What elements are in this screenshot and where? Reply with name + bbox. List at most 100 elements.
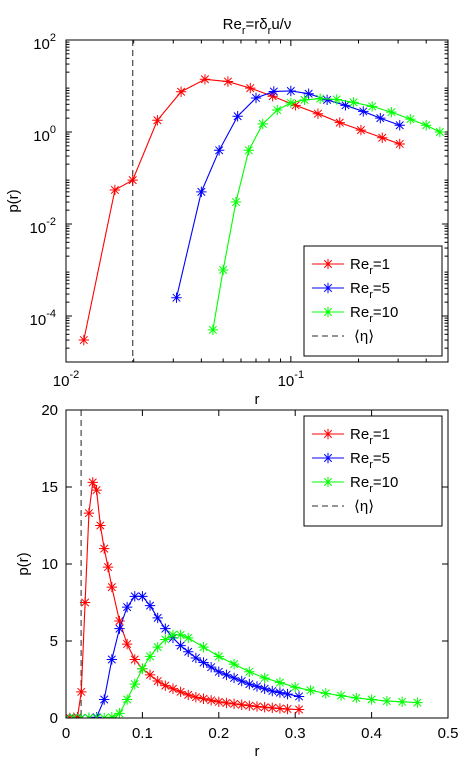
data-point	[190, 692, 202, 703]
legend-swatch-marker	[322, 258, 334, 270]
data-point	[114, 615, 125, 627]
legend-label-main: Re	[350, 450, 369, 467]
data-point	[228, 658, 240, 670]
data-point	[377, 132, 388, 143]
data-point	[394, 138, 405, 150]
data-point	[137, 663, 148, 674]
data-point	[381, 695, 393, 707]
data-point	[257, 118, 268, 130]
data-point	[340, 100, 351, 111]
legend-label: Rer=10	[350, 474, 398, 495]
y-axis-label: p(r)	[5, 189, 22, 212]
tick-base: 10	[33, 128, 50, 145]
y-tick-label: 100	[33, 124, 56, 145]
data-point	[232, 111, 243, 122]
data-point	[213, 666, 224, 677]
legend-label-sub: r	[369, 265, 373, 277]
x-axis-label: r	[255, 743, 260, 760]
series-group	[78, 74, 446, 346]
data-point	[259, 702, 270, 713]
data-point	[305, 685, 316, 696]
legend-label-tail: =5	[373, 450, 390, 467]
legend-label-tail: =5	[373, 280, 390, 297]
data-point	[228, 698, 240, 710]
data-point	[114, 708, 125, 718]
legend-label: Rer=5	[350, 280, 390, 301]
data-point	[183, 689, 194, 701]
legend-label: Rer=5	[350, 450, 390, 471]
data-point	[213, 696, 224, 708]
data-point	[121, 601, 133, 613]
data-point	[355, 124, 367, 136]
x-tick-label: 0.3	[285, 725, 306, 742]
legend-label: Rer=10	[350, 304, 398, 325]
data-point	[175, 686, 186, 698]
data-point	[394, 120, 405, 131]
data-point	[171, 292, 182, 303]
data-point	[109, 184, 121, 196]
data-point	[244, 700, 255, 711]
legend-label-main: Re	[350, 474, 369, 491]
tick-exponent: -1	[294, 369, 304, 381]
tick-base: 10	[30, 220, 47, 237]
data-point	[321, 94, 333, 106]
series-line-re10	[212, 98, 441, 330]
legend-label-main: Re	[350, 426, 369, 443]
x-tick-label: 0	[62, 725, 70, 742]
legend-label-tail: =1	[373, 256, 390, 273]
data-point	[198, 693, 209, 704]
data-point	[421, 120, 432, 131]
data-point	[312, 108, 324, 119]
data-point	[129, 678, 140, 690]
tick-base: 10	[278, 373, 295, 390]
data-point	[290, 100, 301, 111]
data-point	[314, 93, 326, 104]
y-tick-label: 102	[33, 32, 56, 53]
data-point	[366, 694, 377, 705]
data-point	[267, 685, 278, 697]
x-tick-label: 0.5	[438, 725, 459, 742]
data-point	[196, 186, 207, 198]
data-point	[386, 106, 397, 118]
data-point	[331, 94, 342, 105]
title-subscript: r	[268, 25, 272, 37]
tick-exponent: 0	[50, 124, 56, 136]
x-tick-label: 10-2	[53, 369, 79, 390]
data-point	[434, 126, 446, 138]
data-point	[106, 654, 118, 665]
log-log-chart: 10-2 10-110-410-2100102rp(r)Rer=rδru/νRer…	[5, 16, 449, 408]
title-subscript: r	[242, 25, 246, 37]
data-point	[114, 623, 125, 634]
data-point	[274, 687, 286, 698]
data-point	[217, 264, 229, 276]
data-point	[230, 196, 242, 208]
y-tick-label: 0	[50, 710, 58, 727]
data-point	[274, 677, 286, 688]
data-point	[285, 85, 297, 97]
x-tick-label: 10-1	[278, 369, 304, 390]
legend-label-tail: =10	[373, 474, 398, 491]
data-point	[293, 704, 305, 715]
data-point	[91, 484, 102, 496]
legend-swatch-marker	[322, 282, 334, 294]
data-point	[167, 629, 179, 641]
legend-label-main: Re	[350, 280, 369, 297]
tick-base: 10	[33, 36, 50, 53]
data-point	[205, 661, 217, 673]
x-axis-label: r	[255, 391, 260, 408]
legend-label-sub: r	[369, 435, 373, 447]
data-point	[405, 113, 416, 125]
data-point	[358, 106, 369, 117]
legend-label-tail: =10	[373, 304, 398, 321]
data-point	[198, 641, 209, 653]
data-point	[236, 675, 247, 687]
y-tick-label: 20	[41, 402, 58, 419]
data-point	[213, 145, 225, 156]
data-point	[137, 591, 148, 602]
data-point	[396, 696, 408, 708]
data-point	[198, 657, 209, 668]
data-point	[334, 117, 345, 128]
data-point	[213, 651, 224, 662]
